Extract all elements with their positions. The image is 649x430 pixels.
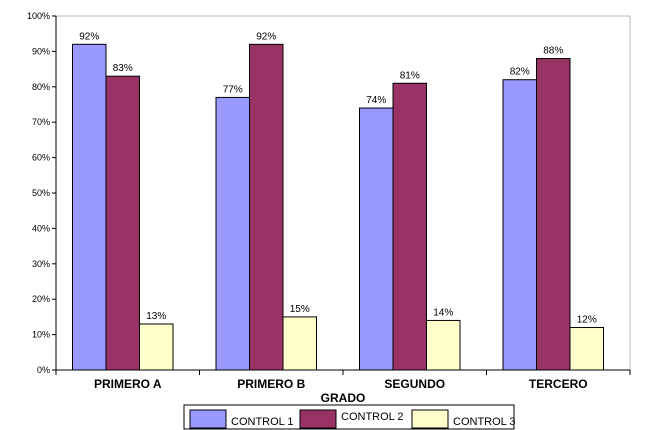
data-label: 77% (223, 84, 243, 95)
bar (502, 79, 537, 371)
y-tick-label: 70% (32, 117, 50, 127)
data-label: 14% (433, 307, 453, 318)
y-tick-label: 50% (32, 188, 50, 198)
bar (392, 82, 427, 371)
legend-swatch (189, 409, 227, 429)
data-label: 83% (113, 63, 133, 74)
data-label: 13% (146, 311, 166, 322)
bar (139, 323, 174, 371)
bar (426, 319, 461, 371)
bar (215, 96, 250, 371)
bar (249, 43, 284, 371)
category-label: PRIMERO A (94, 377, 162, 391)
y-axis: 0% 10% 20% 30% 40% 50% 60% 70% 80% 90% 100% (27, 11, 57, 375)
data-label: 12% (577, 315, 597, 326)
data-label: 74% (366, 95, 386, 106)
y-tick-label: 60% (32, 153, 50, 163)
y-tick-label: 10% (32, 330, 50, 340)
bar (359, 107, 394, 371)
bars (72, 43, 604, 371)
legend-label: CONTROL 2 (341, 411, 404, 423)
data-label: 81% (400, 70, 420, 81)
y-tick-label: 40% (32, 223, 50, 233)
bar (105, 75, 140, 371)
y-tick-label: 0% (37, 365, 50, 375)
legend-label: CONTROL 3 (453, 416, 516, 428)
legend-label: CONTROL 1 (231, 416, 294, 428)
data-label: 88% (543, 45, 563, 56)
data-label: 92% (256, 31, 276, 42)
bar (569, 327, 604, 371)
legend-swatch (411, 409, 449, 429)
bar (282, 316, 317, 371)
data-label: 92% (79, 31, 99, 42)
y-tick-label: 100% (27, 11, 50, 21)
legend: CONTROL 1 CONTROL 2 CONTROL 3 (183, 404, 516, 430)
data-labels: 92% 83% 13% 77% 92% 15% 74% 81% 14% 82% 88% 12% (79, 31, 597, 325)
data-label: 15% (290, 304, 310, 315)
y-tick-label: 90% (32, 46, 50, 56)
legend-box (183, 404, 515, 430)
y-tick-label: 80% (32, 82, 50, 92)
y-tick-label: 30% (32, 259, 50, 269)
category-label: SEGUNDO (384, 377, 445, 391)
bar (72, 43, 107, 371)
category-label: TERCERO (529, 377, 588, 391)
y-tick-label: 20% (32, 294, 50, 304)
legend-swatch (299, 409, 337, 429)
category-label: PRIMERO B (237, 377, 305, 391)
x-axis-title: GRADO (321, 391, 366, 405)
data-label: 82% (510, 67, 530, 78)
x-axis: PRIMERO A PRIMERO B SEGUNDO TERCERO (55, 369, 631, 391)
bar (536, 57, 571, 371)
